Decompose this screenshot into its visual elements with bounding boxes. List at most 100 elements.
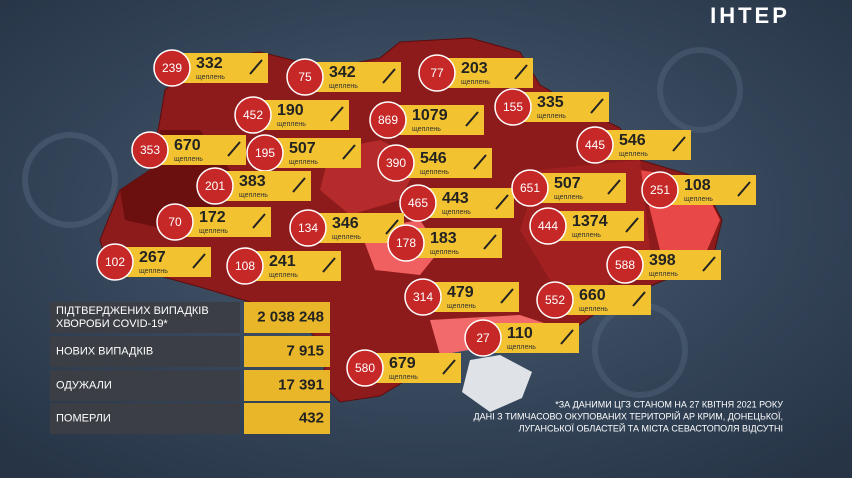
cases-circle xyxy=(418,54,456,92)
cases-circle xyxy=(464,319,502,357)
syringe-icon xyxy=(385,219,399,235)
cases-count: 27 xyxy=(476,331,490,345)
cases-circle xyxy=(536,281,574,319)
region-label: 398 щеплень 588 xyxy=(606,246,721,284)
cases-count: 75 xyxy=(298,70,312,84)
vaccination-count: 383 xyxy=(239,173,266,190)
region-label: 332 щеплень 239 xyxy=(153,49,268,87)
vaccination-box xyxy=(273,138,361,168)
vaccination-count: 108 xyxy=(684,177,711,194)
vaccination-count: 1374 xyxy=(572,213,608,230)
table-label: ОДУЖАЛИ xyxy=(56,379,112,391)
vaccination-box xyxy=(253,251,341,281)
cases-count: 102 xyxy=(105,255,125,269)
vaccination-box xyxy=(633,250,721,280)
vaccination-box xyxy=(396,105,484,135)
cases-circle xyxy=(226,247,264,285)
vaccination-box xyxy=(183,207,271,237)
vaccination-box xyxy=(668,175,756,205)
vaccination-count: 203 xyxy=(461,60,488,77)
cases-circle xyxy=(289,209,327,247)
syringe-icon xyxy=(252,213,266,229)
vaccination-count: 183 xyxy=(430,230,457,247)
syringe-icon xyxy=(737,181,751,197)
cases-count: 77 xyxy=(430,66,444,80)
region-label: 183 щеплень 178 xyxy=(387,224,502,262)
region-label: 660 щеплень 552 xyxy=(536,281,651,319)
cases-count: 239 xyxy=(162,61,182,75)
vaccination-box xyxy=(426,188,514,218)
cases-circle xyxy=(576,126,614,164)
cases-count: 178 xyxy=(396,236,416,250)
vaccination-box xyxy=(563,285,651,315)
vaccination-count: 1079 xyxy=(412,107,448,124)
cases-count: 869 xyxy=(378,113,398,127)
cases-circle xyxy=(196,167,234,205)
table-label: ПОМЕРЛИ xyxy=(56,412,111,424)
cases-count: 444 xyxy=(538,219,558,233)
cases-circle xyxy=(369,101,407,139)
vaccination-caption: щеплень xyxy=(269,272,298,279)
footnote-line: *ЗА ДАНИМИ ЦГЗ СТАНОМ НА 27 КВІТНЯ 2021 … xyxy=(555,399,783,409)
cases-count: 108 xyxy=(235,259,255,273)
table-label-cell xyxy=(50,403,240,434)
syringe-icon xyxy=(500,288,514,304)
cases-count: 155 xyxy=(503,100,523,114)
vaccination-count: 546 xyxy=(420,150,447,167)
syringe-icon xyxy=(632,291,646,307)
syringe-icon xyxy=(249,59,263,75)
syringe-icon xyxy=(382,68,396,84)
vaccination-caption: щеплень xyxy=(554,194,583,201)
vaccination-count: 241 xyxy=(269,253,296,270)
vaccination-count: 670 xyxy=(174,137,201,154)
region-label: 479 щеплень 314 xyxy=(404,278,519,316)
vaccination-count: 172 xyxy=(199,209,226,226)
syringe-icon xyxy=(560,329,574,345)
vaccination-count: 679 xyxy=(389,355,416,372)
vaccination-count: 190 xyxy=(277,102,304,119)
vaccination-caption: щеплень xyxy=(447,303,476,310)
vaccination-caption: щеплень xyxy=(389,374,418,381)
syringe-icon xyxy=(473,154,487,170)
vaccination-caption: щеплень xyxy=(139,268,168,275)
table-label-cell xyxy=(50,302,240,333)
syringe-icon xyxy=(227,141,241,157)
channel-logo: ІНТЕР xyxy=(710,3,790,28)
syringe-icon xyxy=(322,257,336,273)
vaccination-box xyxy=(603,130,691,160)
cases-count: 390 xyxy=(386,156,406,170)
cases-circle xyxy=(96,243,134,281)
vaccination-box xyxy=(223,171,311,201)
map-crimea xyxy=(462,355,532,412)
region-label: 1374 щеплень 444 xyxy=(529,207,644,245)
table-value: 432 xyxy=(299,409,324,426)
vaccination-count: 546 xyxy=(619,132,646,149)
cases-circle xyxy=(131,131,169,169)
vaccination-count: 479 xyxy=(447,284,474,301)
region-label: 241 щеплень 108 xyxy=(226,247,341,285)
vaccination-count: 267 xyxy=(139,249,166,266)
vaccination-caption: щеплень xyxy=(619,151,648,158)
cases-count: 552 xyxy=(545,293,565,307)
vaccination-caption: щеплень xyxy=(329,83,358,90)
cases-count: 134 xyxy=(298,221,318,235)
syringe-icon xyxy=(702,256,716,272)
vaccination-caption: щеплень xyxy=(684,196,713,203)
vaccination-caption: щеплень xyxy=(412,126,441,133)
vaccination-caption: щеплень xyxy=(537,113,566,120)
vaccination-caption: щеплень xyxy=(277,121,306,128)
cases-circle xyxy=(346,349,384,387)
vaccination-count: 443 xyxy=(442,190,469,207)
vaccination-caption: щеплень xyxy=(332,234,361,241)
vaccination-box xyxy=(313,62,401,92)
table-label: ПІДТВЕРДЖЕНИХ ВИПАДКІВ xyxy=(56,305,209,317)
vaccination-box xyxy=(556,211,644,241)
vaccination-count: 346 xyxy=(332,215,359,232)
vaccination-count: 342 xyxy=(329,64,356,81)
vaccination-caption: щеплень xyxy=(420,169,449,176)
region-label: 190 щеплень 452 xyxy=(234,96,349,134)
vaccination-caption: щеплень xyxy=(507,344,536,351)
table-label: ХВОРОБИ COVID-19* xyxy=(56,318,168,330)
region-label: 335 щеплень 155 xyxy=(494,88,609,126)
